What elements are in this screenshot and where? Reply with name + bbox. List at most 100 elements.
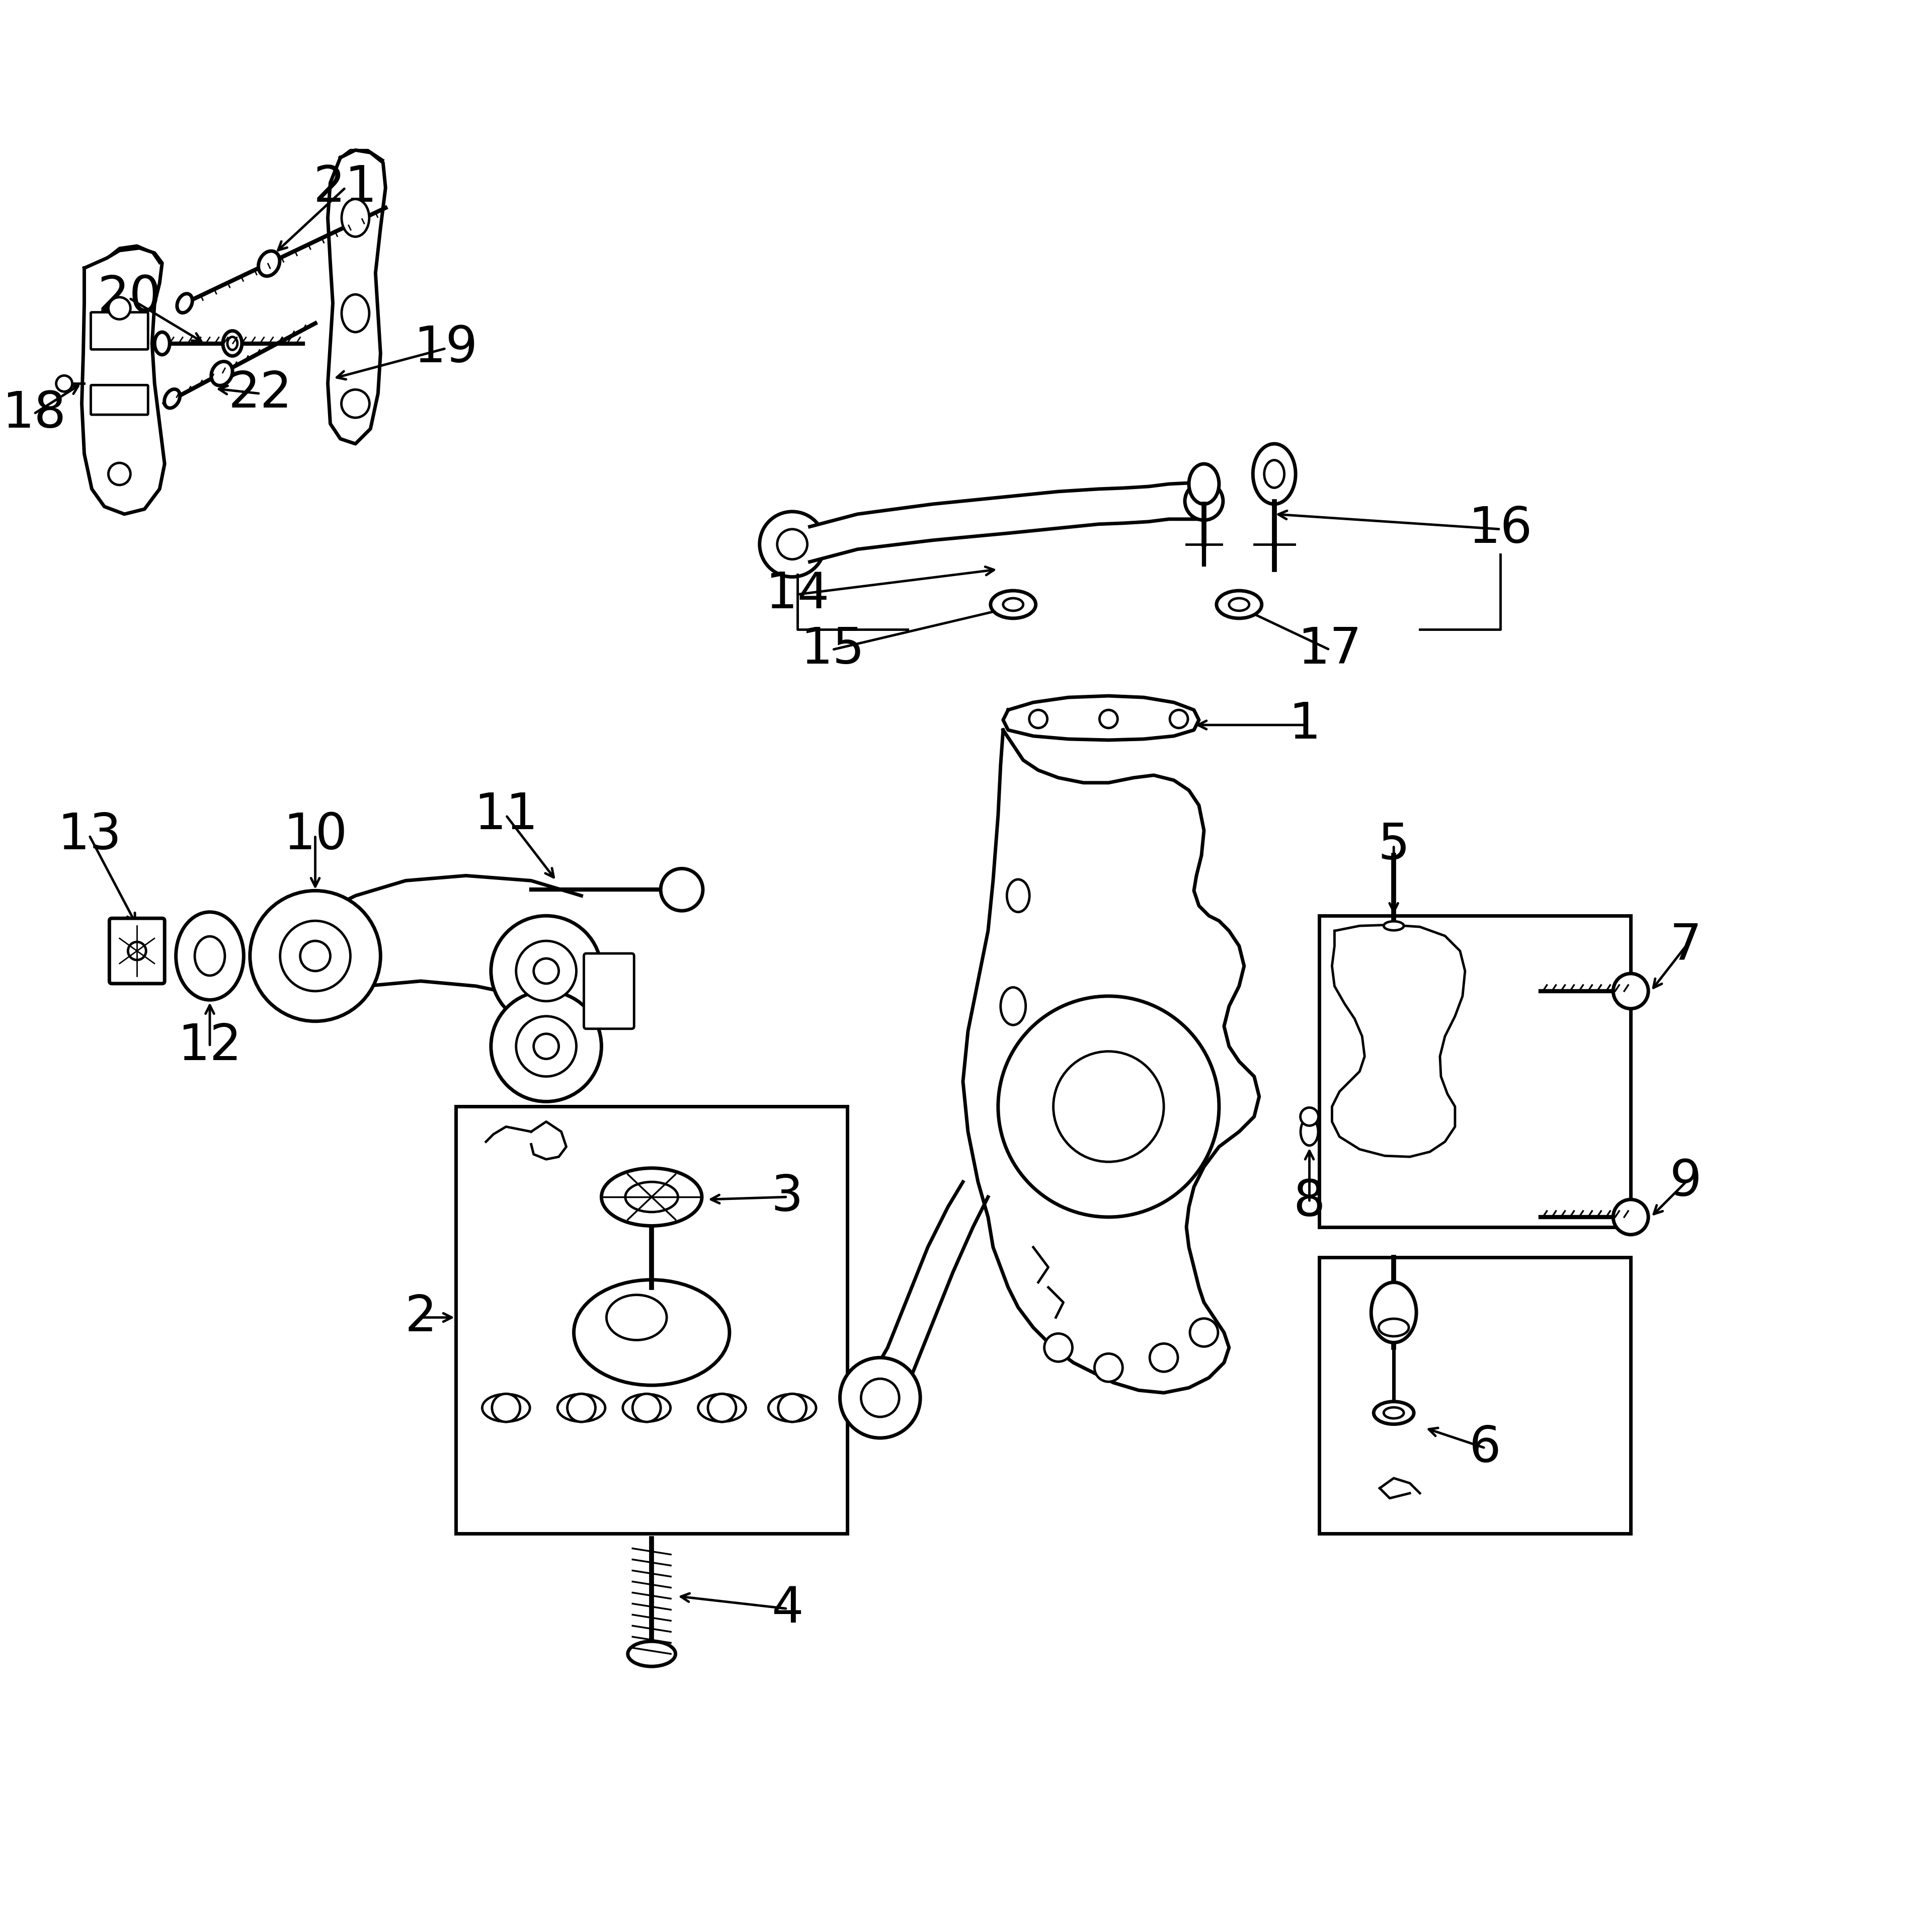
Ellipse shape bbox=[1383, 922, 1405, 931]
Text: 12: 12 bbox=[178, 1022, 242, 1070]
Circle shape bbox=[1613, 1200, 1648, 1235]
Text: 1: 1 bbox=[1289, 701, 1320, 750]
Bar bbox=[1320, 1258, 1631, 1534]
Circle shape bbox=[280, 922, 350, 991]
Text: 20: 20 bbox=[97, 274, 162, 323]
Polygon shape bbox=[1003, 696, 1200, 740]
Text: 10: 10 bbox=[284, 811, 348, 860]
FancyBboxPatch shape bbox=[110, 918, 164, 983]
Polygon shape bbox=[81, 247, 164, 514]
Circle shape bbox=[1613, 974, 1648, 1009]
Ellipse shape bbox=[1383, 1406, 1405, 1418]
Ellipse shape bbox=[601, 1169, 701, 1225]
Ellipse shape bbox=[626, 1182, 678, 1211]
Circle shape bbox=[128, 943, 147, 960]
Text: 9: 9 bbox=[1669, 1157, 1702, 1206]
Circle shape bbox=[779, 1393, 806, 1422]
Ellipse shape bbox=[483, 1395, 529, 1422]
Ellipse shape bbox=[1001, 987, 1026, 1026]
Ellipse shape bbox=[622, 1395, 670, 1422]
Ellipse shape bbox=[155, 332, 170, 355]
Ellipse shape bbox=[628, 1642, 676, 1667]
Ellipse shape bbox=[1379, 1320, 1408, 1337]
Circle shape bbox=[661, 869, 703, 910]
Text: 4: 4 bbox=[771, 1584, 804, 1633]
Text: 22: 22 bbox=[228, 369, 292, 417]
Ellipse shape bbox=[1374, 1401, 1414, 1424]
Ellipse shape bbox=[1036, 1022, 1180, 1192]
Ellipse shape bbox=[195, 937, 224, 976]
Ellipse shape bbox=[1229, 599, 1250, 611]
Ellipse shape bbox=[1217, 591, 1262, 618]
Ellipse shape bbox=[991, 591, 1036, 618]
Bar bbox=[1320, 916, 1631, 1227]
Ellipse shape bbox=[1372, 1283, 1416, 1343]
Circle shape bbox=[108, 464, 131, 485]
Text: 19: 19 bbox=[413, 325, 477, 373]
Circle shape bbox=[999, 997, 1219, 1217]
Text: 11: 11 bbox=[473, 790, 537, 840]
Text: 3: 3 bbox=[771, 1173, 804, 1221]
Circle shape bbox=[493, 1393, 520, 1422]
Ellipse shape bbox=[211, 361, 232, 386]
Text: 16: 16 bbox=[1468, 504, 1532, 554]
Circle shape bbox=[342, 390, 369, 417]
Circle shape bbox=[1184, 481, 1223, 520]
Ellipse shape bbox=[342, 294, 369, 332]
Circle shape bbox=[1053, 1051, 1163, 1161]
Text: 8: 8 bbox=[1293, 1179, 1325, 1227]
Ellipse shape bbox=[164, 388, 180, 408]
Circle shape bbox=[1169, 709, 1188, 728]
Text: 17: 17 bbox=[1298, 626, 1362, 674]
Circle shape bbox=[516, 941, 576, 1001]
Text: 7: 7 bbox=[1669, 922, 1702, 970]
Text: 18: 18 bbox=[2, 388, 66, 439]
Ellipse shape bbox=[769, 1395, 815, 1422]
Text: 13: 13 bbox=[58, 811, 122, 860]
Ellipse shape bbox=[342, 199, 369, 238]
Circle shape bbox=[491, 916, 601, 1026]
Circle shape bbox=[632, 1393, 661, 1422]
Ellipse shape bbox=[1007, 879, 1030, 912]
Ellipse shape bbox=[558, 1395, 605, 1422]
Circle shape bbox=[707, 1393, 736, 1422]
Text: 5: 5 bbox=[1378, 821, 1410, 869]
Bar bbox=[456, 1107, 848, 1534]
Circle shape bbox=[1095, 1354, 1122, 1381]
Polygon shape bbox=[328, 151, 386, 444]
FancyBboxPatch shape bbox=[583, 954, 634, 1028]
Polygon shape bbox=[1331, 925, 1464, 1157]
Ellipse shape bbox=[222, 330, 242, 355]
Ellipse shape bbox=[1003, 599, 1024, 611]
Circle shape bbox=[1045, 1333, 1072, 1362]
Circle shape bbox=[533, 958, 558, 983]
Circle shape bbox=[516, 1016, 576, 1076]
Circle shape bbox=[777, 529, 808, 558]
Ellipse shape bbox=[228, 336, 238, 350]
Text: 6: 6 bbox=[1468, 1424, 1501, 1472]
Circle shape bbox=[1099, 709, 1117, 728]
FancyBboxPatch shape bbox=[91, 384, 149, 415]
FancyBboxPatch shape bbox=[91, 313, 149, 350]
Text: 2: 2 bbox=[404, 1293, 437, 1343]
Text: 15: 15 bbox=[800, 626, 864, 674]
Text: 14: 14 bbox=[765, 570, 829, 618]
Ellipse shape bbox=[697, 1395, 746, 1422]
Circle shape bbox=[1190, 1318, 1217, 1347]
Circle shape bbox=[568, 1393, 595, 1422]
Circle shape bbox=[1300, 1107, 1318, 1126]
Circle shape bbox=[759, 512, 825, 578]
Circle shape bbox=[56, 375, 71, 392]
Ellipse shape bbox=[259, 251, 280, 276]
Ellipse shape bbox=[1254, 444, 1296, 504]
Ellipse shape bbox=[176, 912, 243, 1001]
Circle shape bbox=[1030, 709, 1047, 728]
Circle shape bbox=[840, 1358, 920, 1437]
Circle shape bbox=[533, 1034, 558, 1059]
Text: 21: 21 bbox=[313, 164, 377, 213]
Ellipse shape bbox=[607, 1294, 667, 1341]
Ellipse shape bbox=[1264, 460, 1285, 487]
Circle shape bbox=[249, 891, 381, 1022]
Circle shape bbox=[491, 991, 601, 1101]
Circle shape bbox=[862, 1379, 898, 1416]
